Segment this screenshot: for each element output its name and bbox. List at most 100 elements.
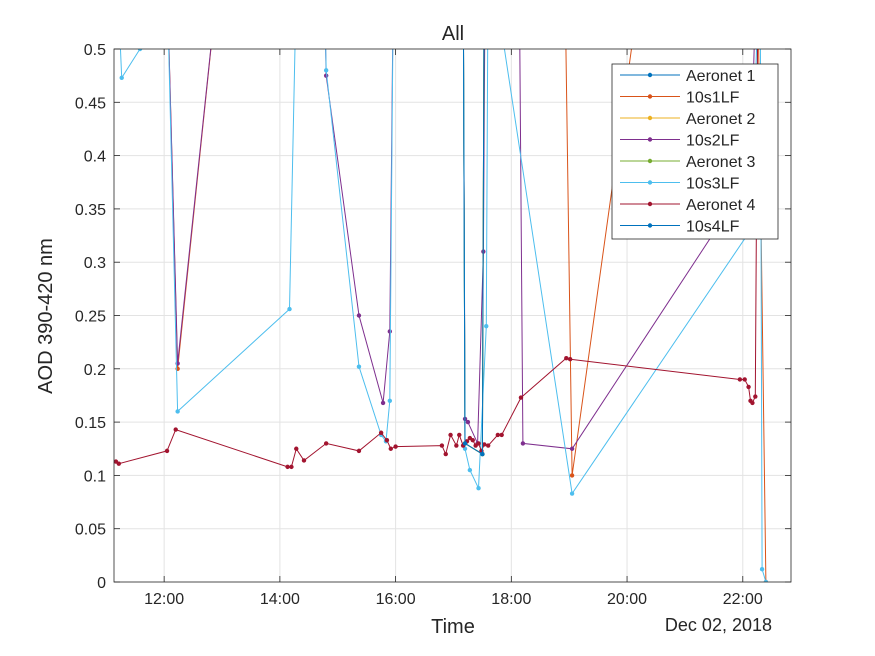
legend-label: Aeronet 4 bbox=[686, 197, 755, 214]
legend: Aeronet 1 10s1LF Aeronet 2 10s2LF Aeronet 3 1… bbox=[611, 63, 779, 240]
data-point bbox=[387, 398, 393, 403]
data-point bbox=[454, 443, 459, 448]
legend-marker bbox=[647, 94, 653, 99]
data-point bbox=[439, 443, 445, 448]
legend-label: 10s3LF bbox=[686, 176, 740, 193]
data-point bbox=[173, 427, 178, 432]
data-point bbox=[499, 432, 504, 438]
legend-label: Aeronet 1 bbox=[686, 68, 755, 85]
data-point bbox=[753, 394, 758, 399]
data-point bbox=[137, 49, 143, 52]
x-tick-label: 14:00 bbox=[260, 591, 300, 608]
data-point bbox=[119, 75, 124, 80]
data-point bbox=[378, 430, 384, 435]
data-point bbox=[569, 446, 575, 451]
grid bbox=[114, 48, 791, 583]
legend-item: 10s2LF bbox=[620, 133, 740, 150]
data-point bbox=[356, 313, 362, 318]
series-10s4lf bbox=[462, 49, 485, 457]
legend-label: 10s4LF bbox=[686, 219, 740, 236]
data-point bbox=[448, 432, 453, 438]
y-tick-label: 0.05 bbox=[75, 522, 106, 539]
date-label: Dec 02, 2018 bbox=[665, 615, 772, 635]
legend-marker bbox=[647, 223, 653, 228]
data-point bbox=[323, 68, 329, 73]
y-axis-label: AOD 390-420 nm bbox=[35, 238, 57, 394]
data-point bbox=[465, 419, 471, 425]
data-point bbox=[495, 432, 501, 438]
data-point bbox=[737, 377, 743, 382]
data-point bbox=[518, 395, 524, 400]
y-tick-label: 0.1 bbox=[84, 468, 106, 485]
data-point bbox=[387, 329, 393, 334]
data-point bbox=[564, 355, 569, 361]
y-tick-label: 0.35 bbox=[75, 202, 106, 219]
data-point bbox=[289, 464, 294, 470]
data-point bbox=[462, 441, 468, 446]
legend-marker bbox=[647, 72, 653, 78]
data-point bbox=[759, 567, 765, 572]
data-point bbox=[750, 400, 755, 406]
y-tick-label: 0 bbox=[97, 575, 106, 592]
data-point bbox=[467, 467, 473, 473]
y-tick-label: 0.25 bbox=[75, 309, 106, 326]
legend-item: Aeronet 1 bbox=[620, 68, 755, 85]
data-point bbox=[323, 441, 329, 446]
legend-box bbox=[611, 63, 779, 240]
legend-marker bbox=[647, 201, 653, 207]
data-point bbox=[287, 306, 292, 312]
x-tick-label: 16:00 bbox=[376, 591, 416, 608]
data-point bbox=[356, 448, 362, 454]
y-tick-label: 0.4 bbox=[84, 149, 106, 166]
legend-marker bbox=[647, 115, 653, 121]
legend-item: Aeronet 4 bbox=[620, 197, 755, 214]
data-point bbox=[484, 323, 489, 329]
series-line-10s3lf bbox=[119, 49, 767, 582]
data-point bbox=[384, 438, 390, 443]
data-point bbox=[485, 443, 491, 448]
y-tick-label: 0.5 bbox=[84, 42, 106, 59]
x-tick-label: 20:00 bbox=[607, 591, 647, 608]
data-point bbox=[742, 377, 747, 382]
data-point bbox=[746, 384, 751, 390]
ticks: 12:00 14:00 16:00 18:00 20:00 22:00 0 0.05 0.1 0.… bbox=[75, 42, 791, 608]
data-point bbox=[480, 451, 485, 457]
legend-marker bbox=[647, 158, 653, 164]
data-point bbox=[175, 409, 180, 414]
data-point bbox=[388, 446, 393, 451]
data-point bbox=[301, 458, 307, 463]
series-line-10s4lf bbox=[463, 49, 485, 455]
legend-label: 10s1LF bbox=[686, 90, 740, 107]
legend-item: Aeronet 2 bbox=[620, 111, 755, 128]
data-point bbox=[476, 485, 481, 491]
x-tick-label: 12:00 bbox=[144, 591, 184, 608]
y-tick-label: 0.3 bbox=[84, 255, 106, 272]
legend-marker bbox=[647, 137, 653, 142]
data-point bbox=[164, 448, 170, 454]
legend-item: 10s1LF bbox=[620, 90, 740, 107]
x-tick-label: 22:00 bbox=[723, 591, 763, 608]
data-point bbox=[569, 473, 575, 478]
data-point bbox=[285, 464, 290, 470]
data-point bbox=[763, 579, 769, 582]
x-axis-label: Time bbox=[431, 616, 475, 638]
y-tick-label: 0.45 bbox=[75, 95, 106, 112]
data-point bbox=[569, 491, 575, 496]
legend-item: 10s3LF bbox=[620, 176, 740, 193]
legend-label: Aeronet 2 bbox=[686, 111, 755, 128]
legend-item: 10s4LF bbox=[620, 219, 740, 236]
data-point bbox=[462, 446, 468, 451]
legend-item: Aeronet 3 bbox=[620, 154, 755, 171]
data-point bbox=[393, 444, 398, 449]
legend-marker bbox=[647, 180, 653, 185]
legend-label: 10s2LF bbox=[686, 133, 740, 150]
data-point bbox=[470, 438, 475, 443]
data-point bbox=[520, 441, 526, 446]
data-point bbox=[443, 451, 448, 457]
data-point bbox=[482, 442, 487, 447]
data-point bbox=[476, 441, 481, 446]
data-point bbox=[457, 432, 462, 438]
data-point bbox=[116, 461, 122, 466]
y-tick-label: 0.2 bbox=[84, 362, 106, 379]
